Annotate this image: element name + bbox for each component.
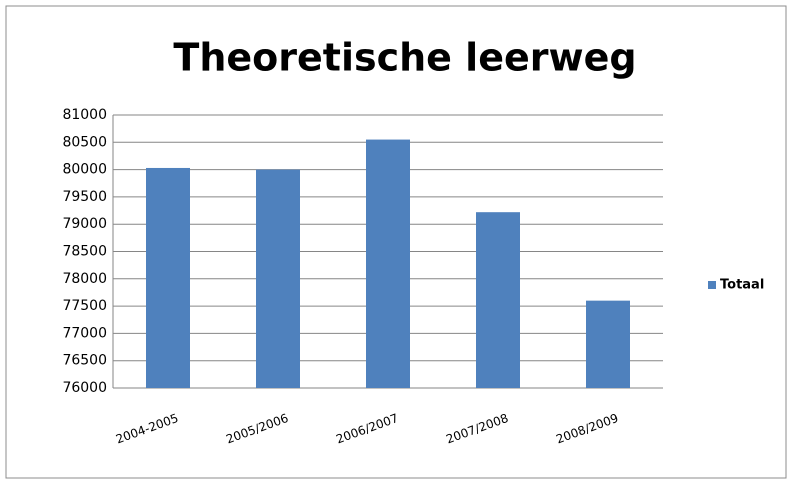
y-tick-label: 78000 — [62, 271, 107, 287]
y-tick-label: 80000 — [62, 162, 107, 178]
y-tick-label: 81000 — [62, 107, 107, 123]
y-tick-label: 77500 — [62, 298, 107, 314]
bar — [146, 167, 190, 388]
y-tick-label: 77000 — [62, 325, 107, 341]
y-tick-label: 79000 — [62, 216, 107, 232]
bar — [586, 300, 630, 388]
y-tick-label: 76000 — [62, 380, 107, 396]
bar — [256, 169, 300, 388]
y-tick-label: 80500 — [62, 134, 107, 150]
y-tick-label: 76500 — [62, 353, 107, 369]
legend-swatch — [708, 281, 716, 289]
legend-label: Totaal — [720, 278, 764, 293]
bar — [476, 212, 520, 388]
y-tick-label: 78500 — [62, 244, 107, 260]
y-tick-label: 79500 — [62, 189, 107, 205]
bar — [366, 139, 410, 388]
chart-title: Theoretische leerweg — [173, 36, 636, 80]
